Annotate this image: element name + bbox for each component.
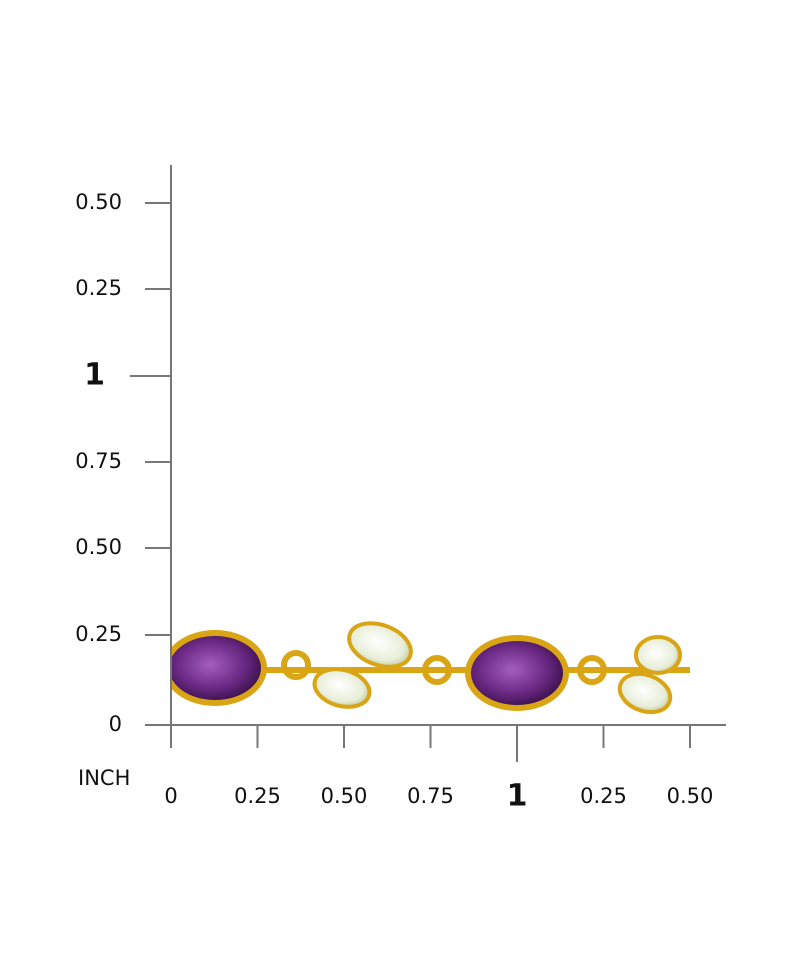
- y-tick-label: 0.50: [75, 535, 122, 559]
- x-tick-label: 1: [507, 779, 528, 814]
- y-tick-label: 0: [109, 712, 122, 736]
- unit-label: INCH: [78, 766, 130, 790]
- y-tick-label: 0.25: [75, 622, 122, 646]
- x-tick-label: 0.50: [667, 784, 714, 808]
- bracelet: [172, 621, 690, 715]
- x-tick-label: 0.25: [234, 784, 281, 808]
- y-tick-label: 0.50: [75, 190, 122, 214]
- y-tick-label: 0.75: [75, 449, 122, 473]
- x-tick-label: 0: [164, 784, 177, 808]
- x-tick-label: 0.50: [321, 784, 368, 808]
- y-tick-label: 1: [84, 358, 105, 393]
- x-tick-label: 0.25: [580, 784, 627, 808]
- y-tick-label: 0.25: [75, 276, 122, 300]
- x-tick-label: 0.75: [407, 784, 454, 808]
